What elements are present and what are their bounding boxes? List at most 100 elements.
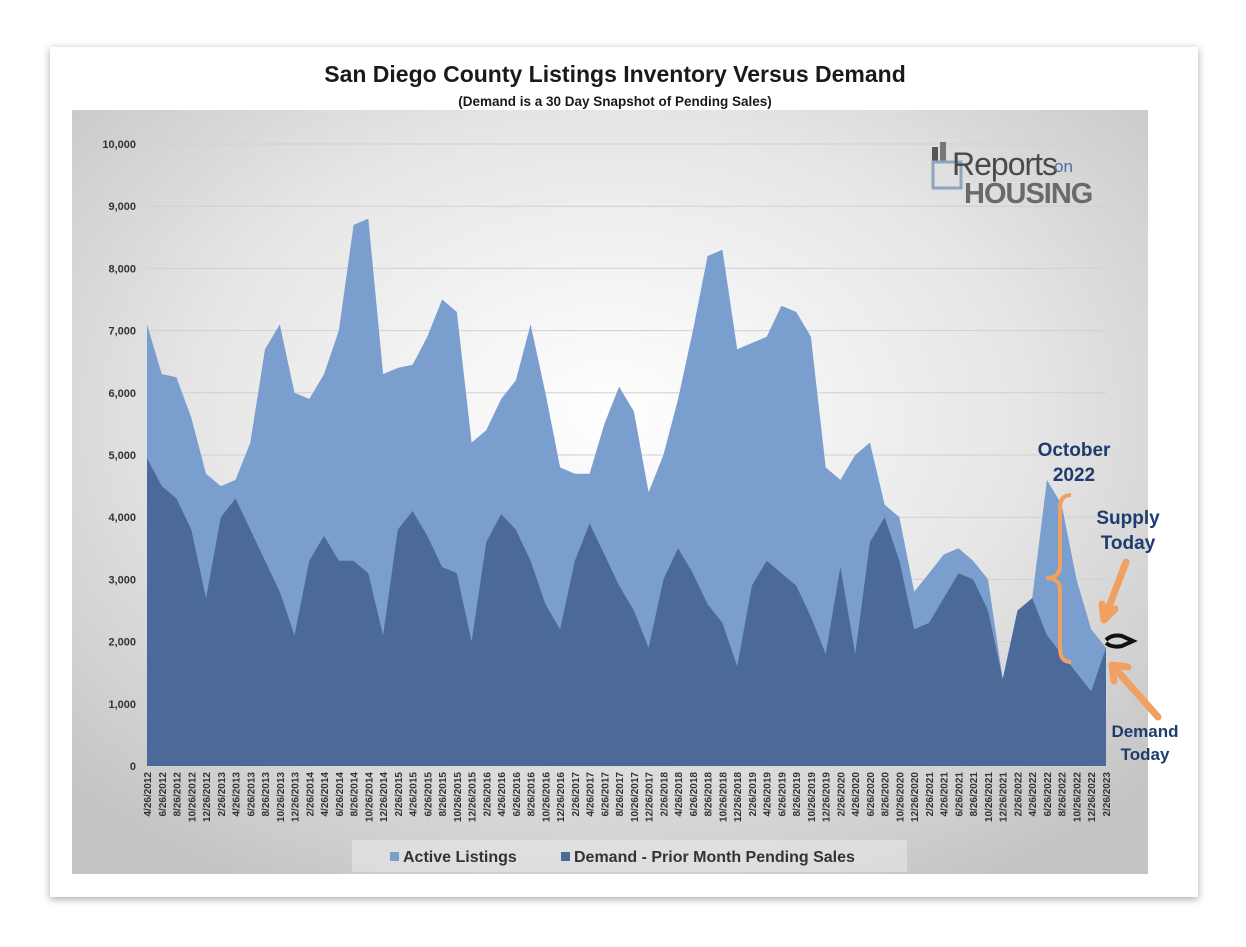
- chart-title: San Diego County Listings Inventory Vers…: [324, 61, 906, 87]
- x-tick-label: 12/26/2012: [202, 772, 213, 822]
- x-tick-label: 10/26/2016: [541, 772, 552, 822]
- x-tick-label: 8/26/2014: [350, 772, 361, 817]
- x-tick-label: 10/26/2020: [895, 772, 906, 822]
- x-tick-label: 12/26/2021: [999, 772, 1010, 822]
- annotation-demand-line2: Today: [1121, 745, 1170, 764]
- logo-house-icon: [931, 160, 963, 190]
- legend-swatch-demand: [561, 852, 570, 861]
- x-tick-label: 6/26/2022: [1043, 772, 1054, 817]
- x-tick-label: 10/26/2017: [630, 772, 641, 822]
- y-tick-label: 9,000: [108, 201, 136, 213]
- y-tick-label: 10,000: [102, 139, 136, 151]
- x-tick-label: 8/26/2018: [704, 772, 715, 817]
- x-tick-label: 6/26/2018: [689, 772, 700, 817]
- x-tick-label: 4/26/2013: [232, 772, 243, 817]
- x-tick-label: 4/26/2021: [940, 772, 951, 817]
- x-tick-label: 12/26/2019: [822, 772, 833, 822]
- x-tick-label: 10/26/2021: [984, 772, 995, 822]
- logo-bar-icon: [940, 142, 946, 161]
- x-tick-label: 4/26/2015: [409, 772, 420, 817]
- x-tick-label: 12/26/2016: [556, 772, 567, 822]
- legend-label-demand: Demand - Prior Month Pending Sales: [574, 849, 855, 866]
- x-tick-label: 12/26/2014: [379, 772, 390, 822]
- x-tick-label: 8/26/2021: [969, 772, 980, 817]
- x-tick-label: 10/26/2022: [1073, 772, 1084, 822]
- x-tick-label: 8/26/2015: [438, 772, 449, 817]
- y-tick-label: 5,000: [108, 450, 136, 462]
- chart-subtitle: (Demand is a 30 Day Snapshot of Pending …: [458, 94, 772, 109]
- x-tick-label: 2/26/2020: [836, 772, 847, 817]
- logo-on: on: [1054, 157, 1073, 176]
- legend-swatch-active-listings: [390, 852, 399, 861]
- x-tick-label: 6/26/2019: [777, 772, 788, 817]
- x-tick-label: 8/26/2012: [173, 772, 184, 817]
- x-tick-label: 2/26/2018: [659, 772, 670, 817]
- y-tick-label: 6,000: [108, 388, 136, 400]
- x-tick-label: 2/26/2013: [217, 772, 228, 817]
- x-axis-ticks: 4/26/2012 6/26/2012 8/26/2012 10/26/2012 12/…: [143, 772, 1113, 822]
- logo-bar-icon: [932, 147, 938, 161]
- x-tick-label: 6/26/2020: [866, 772, 877, 817]
- x-tick-label: 6/26/2016: [512, 772, 523, 817]
- x-tick-label: 6/26/2014: [335, 772, 346, 817]
- x-tick-label: 2/26/2022: [1014, 772, 1025, 817]
- logo-reports: Reports: [952, 146, 1057, 182]
- annotation-demand-today: Demand Today: [1111, 722, 1178, 764]
- x-tick-label: 12/26/2017: [645, 772, 656, 822]
- annotation-supply-line1: Supply: [1096, 508, 1160, 529]
- x-tick-label: 4/26/2014: [320, 772, 331, 817]
- y-tick-label: 1,000: [108, 699, 136, 711]
- x-tick-label: 12/26/2013: [291, 772, 302, 822]
- annotation-brace: [1045, 493, 1072, 664]
- supply-arrow-icon: [1098, 558, 1130, 624]
- x-tick-label: 10/26/2015: [453, 772, 464, 822]
- x-tick-label: 2/26/2017: [571, 772, 582, 817]
- annotation-supply-line2: Today: [1101, 533, 1156, 554]
- x-tick-label: 6/26/2012: [158, 772, 169, 817]
- x-tick-label: 12/26/2022: [1087, 772, 1098, 822]
- x-tick-label: 12/26/2015: [468, 772, 479, 822]
- x-tick-label: 2/26/2023: [1102, 772, 1113, 817]
- x-tick-label: 10/26/2018: [718, 772, 729, 822]
- x-tick-label: 8/26/2016: [527, 772, 538, 817]
- logo-housing: HOUSING: [964, 178, 1092, 210]
- y-tick-label: 0: [130, 761, 136, 773]
- legend-label-active-listings: Active Listings: [403, 849, 517, 866]
- x-tick-label: 4/26/2017: [586, 772, 597, 817]
- series-demand-area: [147, 458, 1106, 766]
- legend: Active Listings Demand - Prior Month Pen…: [352, 840, 907, 872]
- x-tick-label: 8/26/2013: [261, 772, 272, 817]
- annotation-october-line1: October: [1038, 440, 1111, 461]
- y-tick-label: 4,000: [108, 512, 136, 524]
- x-tick-label: 10/26/2014: [364, 772, 375, 822]
- demand-arrow-icon: [1108, 661, 1162, 721]
- x-tick-label: 6/26/2017: [600, 772, 611, 817]
- y-axis-ticks: 10,000 9,000 8,000 7,000 6,000 5,000 4,000 3,00…: [102, 139, 136, 773]
- x-tick-label: 8/26/2019: [792, 772, 803, 817]
- x-tick-label: 2/26/2021: [925, 772, 936, 817]
- x-tick-label: 2/26/2014: [305, 772, 316, 817]
- y-tick-label: 3,000: [108, 574, 136, 586]
- annotation-demand-line1: Demand: [1111, 722, 1178, 741]
- x-tick-label: 2/26/2019: [748, 772, 759, 817]
- x-tick-label: 4/26/2012: [143, 772, 154, 817]
- x-tick-label: 8/26/2022: [1058, 772, 1069, 817]
- x-tick-label: 4/26/2016: [497, 772, 508, 817]
- x-tick-label: 2/26/2015: [394, 772, 405, 817]
- x-tick-label: 10/26/2013: [276, 772, 287, 822]
- x-tick-label: 4/26/2019: [763, 772, 774, 817]
- x-tick-label: 10/26/2019: [807, 772, 818, 822]
- x-tick-label: 8/26/2017: [615, 772, 626, 817]
- today-marker-icon: [1104, 633, 1138, 649]
- x-tick-label: 12/26/2018: [733, 772, 744, 822]
- y-tick-label: 7,000: [108, 326, 136, 338]
- annotation-october-line2: 2022: [1053, 465, 1095, 486]
- annotation-october-2022: October 2022: [1038, 440, 1111, 486]
- x-tick-label: 2/26/2016: [482, 772, 493, 817]
- x-tick-label: 6/26/2013: [246, 772, 257, 817]
- x-tick-label: 4/26/2022: [1028, 772, 1039, 817]
- legend-background: [352, 840, 907, 872]
- x-tick-label: 6/26/2021: [955, 772, 966, 817]
- x-tick-label: 6/26/2015: [423, 772, 434, 817]
